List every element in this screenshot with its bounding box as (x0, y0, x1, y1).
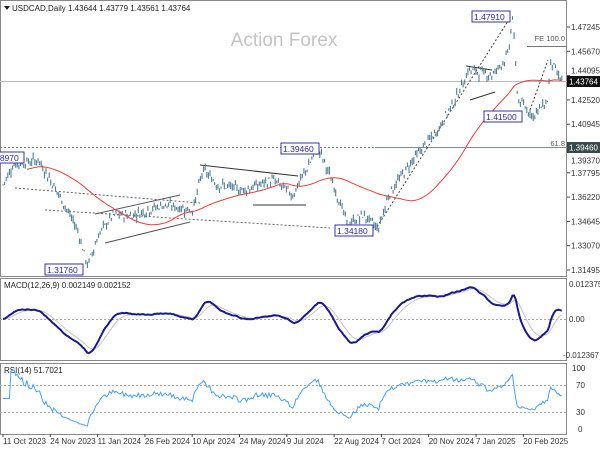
annotation-aug-low: 1.34180 (334, 224, 374, 237)
price-bars (2, 16, 563, 268)
fib-label: 61.8 (550, 139, 565, 148)
dropdown-triangle-icon[interactable] (4, 6, 10, 10)
macd-tick-zero: 0.00 (569, 315, 585, 324)
annotation-left-high: 1.38970 (0, 151, 25, 164)
rsi-tick-70: 70 (576, 381, 585, 390)
price-tick: 1.40945 (571, 120, 600, 129)
price-tick: 1.45670 (571, 47, 600, 56)
date-tick: 24 Nov 2023 (50, 437, 96, 446)
svg-text:1.47910: 1.47910 (474, 12, 505, 22)
date-tick: 22 Aug 2024 (334, 437, 379, 446)
svg-text:1.31760: 1.31760 (47, 265, 78, 275)
svg-text:1.39460: 1.39460 (283, 144, 314, 154)
price-tick: 1.47245 (571, 23, 600, 32)
level-marker-value: 1.39460 (569, 144, 598, 153)
price-tick: 1.33070 (571, 242, 600, 251)
annotation-nov-low: 1.31760 (44, 263, 84, 276)
price-axis: 1.47245 1.45670 1.44095 1.42520 1.40945 1.393… (567, 23, 600, 275)
macd-tick-max: 0.012375 (569, 280, 600, 289)
current-price-marker (567, 76, 600, 87)
date-tick: 11 Jan 2024 (98, 437, 142, 446)
rsi-tick-100: 100 (572, 364, 586, 373)
date-tick: 20 Feb 2025 (523, 437, 568, 446)
rsi-panel (0, 363, 567, 435)
symbol-label: USDCAD,Daily (12, 4, 66, 13)
rsi-tick-30: 30 (576, 408, 585, 417)
date-tick: 7 Jan 2025 (476, 437, 516, 446)
date-tick: 24 May 2024 (240, 437, 287, 446)
annotation-pullback-low: 1.41500 (483, 110, 523, 123)
price-tick: 1.42520 (571, 96, 600, 105)
date-tick: 7 Oct 2024 (381, 437, 421, 446)
date-tick: 11 Oct 2023 (3, 437, 47, 446)
price-tick: 1.39370 (571, 157, 600, 166)
price-tick: 1.34645 (571, 217, 600, 226)
price-tick: 1.31495 (571, 266, 600, 275)
macd-line (2, 286, 563, 355)
main-panel (0, 0, 567, 277)
date-tick: 9 Jul 2024 (287, 437, 324, 446)
macd-title: MACD(12,26,9) 0.002149 0.002152 (4, 281, 131, 290)
price-tick: 1.36220 (571, 193, 600, 202)
watermark: Action Forex (231, 30, 338, 51)
moving-average-line (26, 79, 562, 226)
annotation-high: 1.47910 (471, 10, 511, 23)
ohlc-values: 1.43644 1.43779 1.43561 1.43764 (68, 4, 191, 13)
svg-text:1.38970: 1.38970 (0, 153, 19, 163)
annotation-mid-high: 1.39460 (280, 142, 320, 155)
level-marker (567, 142, 600, 153)
fe-label: FE 100.0 (535, 34, 565, 43)
date-tick: 26 Feb 2024 (145, 437, 190, 446)
date-tick: 20 Nov 2024 (429, 437, 475, 446)
rsi-title: RSI(14) 51.7021 (4, 366, 63, 375)
date-tick: 10 Apr 2024 (192, 437, 236, 446)
price-tick: 1.37795 (571, 169, 600, 178)
svg-text:1.41500: 1.41500 (486, 112, 517, 122)
macd-tick-min: -0.012367 (563, 351, 600, 360)
current-price-value: 1.43764 (569, 78, 598, 87)
svg-text:1.34180: 1.34180 (337, 226, 368, 236)
macd-signal-line (2, 288, 563, 350)
rsi-tick-0: 0 (578, 425, 583, 434)
rsi-line (3, 369, 562, 427)
price-tick: 1.44095 (571, 67, 600, 76)
trend-lines (14, 17, 549, 244)
date-axis: 11 Oct 2023 24 Nov 2023 11 Jan 2024 26 Feb … (2, 434, 569, 446)
